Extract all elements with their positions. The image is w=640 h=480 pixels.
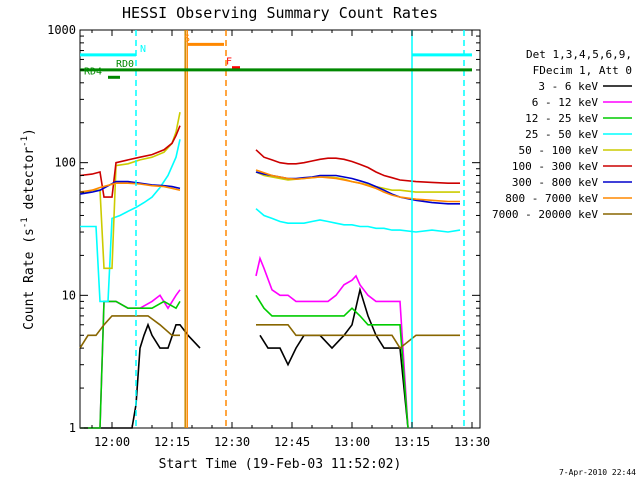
legend-label-3-6-kev: 3 - 6 keV <box>538 80 598 93</box>
series-line-100-300-kev-2 <box>255 149 460 184</box>
x-tick-label-13-30: 13:30 <box>454 435 490 449</box>
series-line-25-50-kev-2 <box>255 208 461 233</box>
footer-date: 7-Apr-2010 22:44 <box>559 468 636 477</box>
flag-label-rd0: RD0 <box>116 59 134 70</box>
legend-label-12-25-kev: 12 - 25 keV <box>525 112 598 125</box>
x-axis-label: Start Time (19-Feb-03 11:52:02) <box>159 457 402 472</box>
y-axis-label: Count Rate (s-1 detector-1) <box>20 128 37 330</box>
series-line-300-800-kev-2 <box>255 171 460 205</box>
flag-label-n: N <box>140 44 146 55</box>
flag-label-s: S <box>184 33 190 44</box>
y-tick-label-10: 10 <box>62 288 76 302</box>
legend-header-1: Det 1,3,4,5,6,9, <box>526 48 632 61</box>
series-line-25-50-kev-1 <box>80 139 181 303</box>
y-tick-label-1000: 1000 <box>47 23 76 37</box>
series-line-300-800-kev-1 <box>79 180 181 195</box>
x-tick-label-13-00: 13:00 <box>334 435 370 449</box>
legend-label-50-100-kev: 50 - 100 keV <box>519 144 599 157</box>
legend-label-7000-20000-kev: 7000 - 20000 keV <box>492 208 598 221</box>
y-tick-label-100: 100 <box>54 156 76 170</box>
series-line-800-7000-kev-2 <box>255 169 460 203</box>
series-line-6-12-kev-1 <box>80 289 181 429</box>
x-tick-label-12-45: 12:45 <box>274 435 310 449</box>
x-tick-label-12-00: 12:00 <box>94 435 130 449</box>
legend-label-300-800-kev: 300 - 800 keV <box>512 176 598 189</box>
series-line-12-25-kev-2 <box>255 294 409 429</box>
legend-header-2: FDecim 1, Att 0 <box>533 64 632 77</box>
series-line-7000-20000-kev-1 <box>79 315 180 349</box>
x-tick-label-12-30: 12:30 <box>214 435 250 449</box>
series-line-100-300-kev-1 <box>79 125 181 198</box>
series-line-800-7000-kev-1 <box>79 182 181 193</box>
legend-label-800-7000-kev: 800 - 7000 keV <box>505 192 598 205</box>
series-line-6-12-kev-2 <box>255 255 409 429</box>
legend: Det 1,3,4,5,6,9, FDecim 1, Att 0 <box>526 48 632 77</box>
x-tick-label-12-15: 12:15 <box>154 435 190 449</box>
series-line-3-6-kev-2 <box>259 286 409 429</box>
series-line-7000-20000-kev-2 <box>256 324 460 350</box>
series-line-12-25-kev-1 <box>80 300 181 429</box>
flag-label-f: F <box>226 57 232 68</box>
y-tick-label-1: 1 <box>69 421 76 435</box>
legend-label-25-50-kev: 25 - 50 keV <box>525 128 598 141</box>
plot-frame <box>79 29 481 429</box>
legend-label-100-300-kev: 100 - 300 keV <box>512 160 598 173</box>
x-tick-label-13-15: 13:15 <box>394 435 430 449</box>
legend-label-6-12-kev: 6 - 12 keV <box>532 96 599 109</box>
series-line-50-100-kev-1 <box>79 112 181 270</box>
chart-title: HESSI Observing Summary Count Rates <box>122 4 438 22</box>
flag-label-rd4: RD4 <box>84 66 102 77</box>
